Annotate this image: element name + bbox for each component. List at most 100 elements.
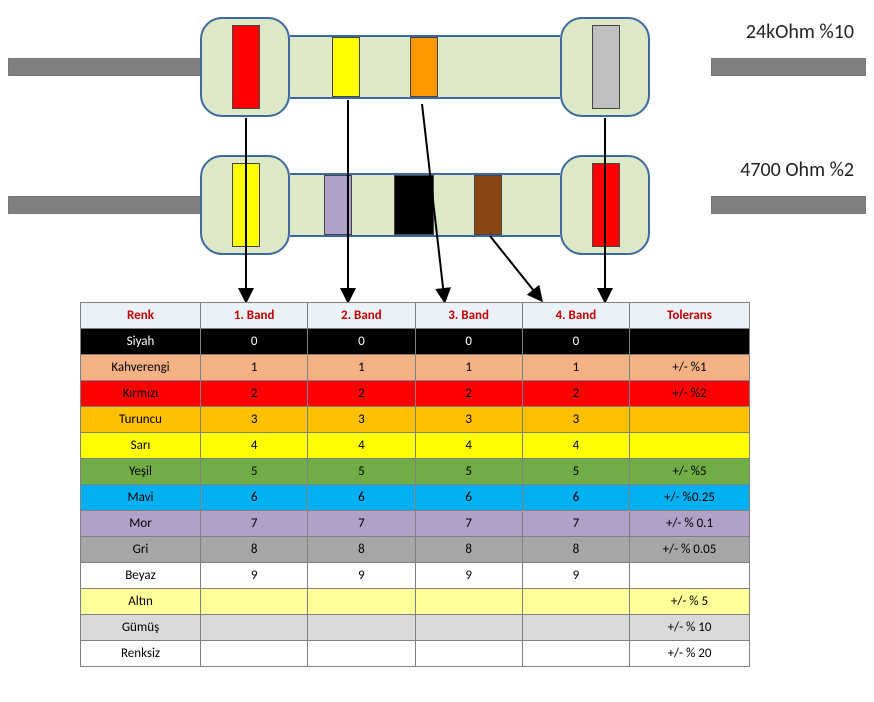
- table-row: Kahverengi1111+/- %1: [81, 355, 750, 381]
- table-cell: 6: [308, 485, 415, 511]
- table-cell: 8: [522, 537, 629, 563]
- band-3: [394, 175, 434, 235]
- table-cell: 0: [201, 329, 308, 355]
- table-cell: 2: [415, 381, 522, 407]
- table-cell: 8: [201, 537, 308, 563]
- table-row: Mor7777+/- % 0.1: [81, 511, 750, 537]
- table-cell: Kahverengi: [81, 355, 201, 381]
- table-cell: [308, 641, 415, 667]
- table-cell: 9: [308, 563, 415, 589]
- table-cell: +/- % 10: [630, 615, 750, 641]
- table-cell: +/- % 20: [630, 641, 750, 667]
- resistor-2-label: 4700 Ohm %2: [740, 158, 854, 182]
- table-cell: 5: [522, 459, 629, 485]
- table-header: 1. Band: [201, 303, 308, 329]
- table-row: Renksiz +/- % 20: [81, 641, 750, 667]
- table-cell: +/- %2: [630, 381, 750, 407]
- resistor-1-label: 24kOhm %10: [746, 20, 854, 44]
- table-row: Kırmızı2222+/- %2: [81, 381, 750, 407]
- table-row: Yeşil5555+/- %5: [81, 459, 750, 485]
- table-cell: 4: [415, 433, 522, 459]
- wire-left: [8, 196, 203, 214]
- resistor-body: [290, 35, 560, 99]
- table-cell: [415, 641, 522, 667]
- endcap-left: [200, 17, 290, 117]
- resistor-1: 24kOhm %10: [0, 12, 874, 122]
- table-cell: Kırmızı: [81, 381, 201, 407]
- table-cell: 3: [522, 407, 629, 433]
- table-cell: +/- % 5: [630, 589, 750, 615]
- table-header: Renk: [81, 303, 201, 329]
- table-cell: +/- % 0.1: [630, 511, 750, 537]
- table-cell: +/- %1: [630, 355, 750, 381]
- table-cell: 2: [308, 381, 415, 407]
- table-cell: Mavi: [81, 485, 201, 511]
- table-cell: [308, 615, 415, 641]
- endcap-right: [560, 155, 650, 255]
- table-row: Sarı4444: [81, 433, 750, 459]
- table-row: Turuncu3333: [81, 407, 750, 433]
- band-tolerance: [592, 163, 620, 247]
- table-header: Tolerans: [630, 303, 750, 329]
- table-cell: 6: [201, 485, 308, 511]
- table-cell: 1: [308, 355, 415, 381]
- table-cell: 7: [522, 511, 629, 537]
- table-cell: [522, 641, 629, 667]
- table-cell: [630, 407, 750, 433]
- table-cell: 4: [201, 433, 308, 459]
- table-cell: [630, 563, 750, 589]
- table-cell: 0: [522, 329, 629, 355]
- table-cell: +/- % 0.05: [630, 537, 750, 563]
- table-cell: 2: [522, 381, 629, 407]
- resistor-2: 4700 Ohm %2: [0, 150, 874, 260]
- table-cell: 7: [308, 511, 415, 537]
- table-cell: 3: [201, 407, 308, 433]
- wire-right: [711, 196, 866, 214]
- table-cell: Gümüş: [81, 615, 201, 641]
- band-1: [232, 25, 260, 109]
- table-cell: 2: [201, 381, 308, 407]
- table-cell: [630, 433, 750, 459]
- band-1: [232, 163, 260, 247]
- table-row: Gümüş +/- % 10: [81, 615, 750, 641]
- table-cell: Altın: [81, 589, 201, 615]
- table-cell: Mor: [81, 511, 201, 537]
- table-cell: Beyaz: [81, 563, 201, 589]
- table-cell: 6: [415, 485, 522, 511]
- table-cell: +/- %5: [630, 459, 750, 485]
- endcap-right: [560, 17, 650, 117]
- table-cell: 5: [308, 459, 415, 485]
- table-cell: [522, 589, 629, 615]
- table-cell: 7: [415, 511, 522, 537]
- table-cell: [201, 615, 308, 641]
- table-cell: [201, 641, 308, 667]
- table-cell: 4: [522, 433, 629, 459]
- table-cell: Turuncu: [81, 407, 201, 433]
- table-cell: Renksiz: [81, 641, 201, 667]
- table-cell: Siyah: [81, 329, 201, 355]
- table-cell: 3: [415, 407, 522, 433]
- table-header: 4. Band: [522, 303, 629, 329]
- table-row: Gri8888+/- % 0.05: [81, 537, 750, 563]
- table-cell: 1: [415, 355, 522, 381]
- table-cell: 1: [522, 355, 629, 381]
- band-2: [324, 175, 352, 235]
- table-cell: [415, 615, 522, 641]
- table-cell: 8: [415, 537, 522, 563]
- table-row: Mavi6666+/- %0.25: [81, 485, 750, 511]
- table-cell: 5: [201, 459, 308, 485]
- table-cell: [522, 615, 629, 641]
- table-cell: 9: [415, 563, 522, 589]
- table-cell: Yeşil: [81, 459, 201, 485]
- endcap-left: [200, 155, 290, 255]
- table-cell: 7: [201, 511, 308, 537]
- resistor-body: [290, 173, 560, 237]
- table-cell: 1: [201, 355, 308, 381]
- table-cell: 6: [522, 485, 629, 511]
- table-row: Beyaz9999: [81, 563, 750, 589]
- table-row: Siyah0000: [81, 329, 750, 355]
- table-cell: [630, 329, 750, 355]
- table-cell: +/- %0.25: [630, 485, 750, 511]
- table-cell: Sarı: [81, 433, 201, 459]
- table-cell: [201, 589, 308, 615]
